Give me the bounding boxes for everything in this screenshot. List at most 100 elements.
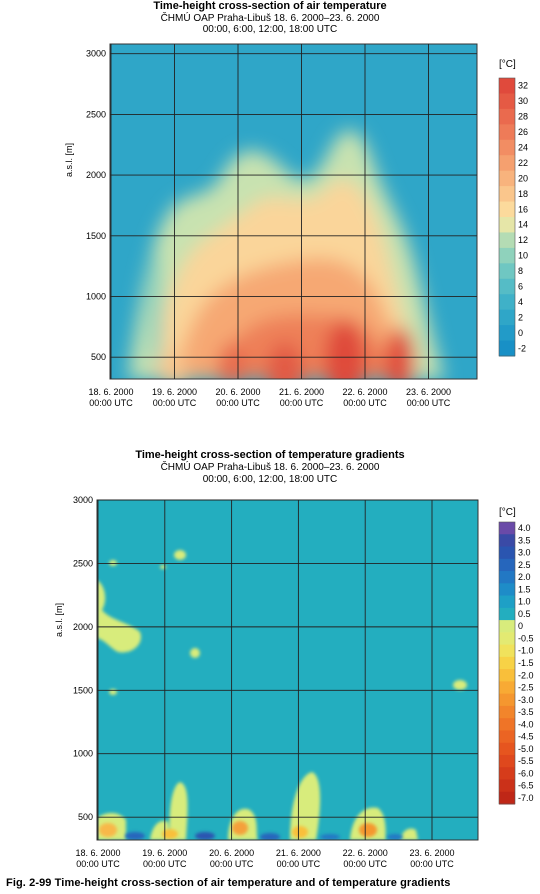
colorbar-level-label: 32 [518,81,528,91]
x-tick-time: 00:00 UTC [343,859,387,869]
x-tick-time: 00:00 UTC [216,398,260,408]
colorbar-level-label: 22 [518,158,528,168]
colorbar-swatch [499,767,515,780]
colorbar-swatch [499,294,515,311]
colorbar-level-label: 4.0 [518,523,531,533]
x-tick-date: 21. 6. 2000 [279,387,324,397]
colorbar-swatch [499,201,515,218]
colorbar-level-label: 18 [518,189,528,199]
colorbar-swatch [499,632,515,646]
y-tick-label: 1000 [86,291,106,301]
colorbar-swatch [499,108,515,125]
x-tick-date: 22. 6. 2000 [343,848,388,858]
x-tick-date: 18. 6. 2000 [88,387,133,397]
x-tick-date: 20. 6. 2000 [209,848,254,858]
y-tick-label: 2500 [73,558,93,568]
colorbar-level-label: -3.5 [518,707,534,717]
gradient-field [97,500,478,840]
colorbar-swatch [499,522,515,535]
colorbar-swatch [499,546,515,560]
x-tick-time: 00:00 UTC [153,398,197,408]
colorbar-swatch [499,278,515,295]
colorbar-swatch [499,170,515,187]
colorbar-level-label: 24 [518,143,528,153]
colorbar-level-label: -2 [518,343,526,353]
colorbar-swatch [499,217,515,233]
colorbar-swatch [499,558,515,572]
chart1-subtitle-1: ČHMÚ OAP Praha-Libuš 18. 6. 2000–23. 6. … [160,13,380,24]
colorbar-level-label: 4 [518,297,523,307]
x-tick-time: 00:00 UTC [89,398,133,408]
colorbar-level-label: -4.5 [518,732,534,742]
x-tick-date: 18. 6. 2000 [75,848,120,858]
colorbar-level-label: 0 [518,621,523,631]
colorbar-level-label: 16 [518,204,528,214]
colorbar-swatch [499,705,515,719]
chart1-subtitle-2: 00:00, 6:00, 12:00, 18:00 UTC [202,24,338,35]
y-tick-label: 500 [78,812,93,822]
colorbar-swatch [499,186,515,203]
colorbar-swatch [499,155,515,172]
chart1-colorbar-unit: [°C] [499,59,516,70]
chart1-y-axis-label: a.s.l. [m] [64,143,74,177]
colorbar-level-label: 20 [518,173,528,183]
colorbar-swatch [499,139,515,156]
x-tick-time: 00:00 UTC [210,859,254,869]
x-tick-time: 00:00 UTC [280,398,324,408]
colorbar-swatch [499,78,515,94]
y-tick-label: 2500 [86,109,106,119]
colorbar-swatch [499,730,515,744]
colorbar-level-label: -7.0 [518,793,534,803]
x-tick-date: 19. 6. 2000 [152,387,197,397]
colorbar-swatch [499,232,515,249]
x-tick-date: 21. 6. 2000 [276,848,321,858]
chart2-grid [97,499,478,840]
colorbar-swatch [499,607,515,621]
colorbar-swatch [499,583,515,597]
colorbar-level-label: 28 [518,112,528,122]
x-tick-date: 20. 6. 2000 [215,387,260,397]
colorbar-swatch [499,340,515,357]
x-tick-date: 23. 6. 2000 [409,848,454,858]
colorbar-swatch [499,534,515,548]
colorbar-level-label: 2 [518,312,523,322]
colorbar-level-label: 14 [518,220,528,230]
colorbar-swatch [499,309,515,326]
colorbar-level-label: -3.0 [518,695,534,705]
y-tick-label: 3000 [73,495,93,505]
colorbar-level-label: -5.5 [518,756,534,766]
colorbar-level-label: -0.5 [518,633,534,643]
chart1-title: Time-height cross-section of air tempera… [153,0,387,12]
colorbar-level-label: 2.0 [518,572,531,582]
colorbar-level-label: 6 [518,282,523,292]
x-tick-date: 23. 6. 2000 [406,387,451,397]
y-tick-label: 1500 [73,685,93,695]
colorbar-swatch [499,571,515,584]
y-tick-label: 2000 [86,170,106,180]
chart2-colorbar: 4.0 3.5 3.0 2.5 2.0 1.5 1.0 0.5 0 -0.5 -1.0 -1.5 -2.… [498,521,534,805]
colorbar-frame [498,77,516,357]
colorbar-level-label: 30 [518,96,528,106]
x-tick-time: 00:00 UTC [410,859,454,869]
y-tick-label: 2000 [73,622,93,632]
colorbar-level-label: 26 [518,127,528,137]
colorbar-swatch [499,693,515,707]
x-tick-time: 00:00 UTC [76,859,120,869]
colorbar-level-label: 2.5 [518,560,531,570]
colorbar-swatch [499,124,515,141]
colorbar-level-label: 0 [518,328,523,338]
colorbar-swatch [499,742,515,756]
colorbar-level-label: 0.5 [518,609,531,619]
colorbar-level-label: -4.0 [518,719,534,729]
colorbar-swatch [499,718,515,731]
y-tick-label: 500 [91,352,106,362]
colorbar-swatch [499,656,515,670]
temperature-field [110,44,477,379]
x-tick-date: 22. 6. 2000 [342,387,387,397]
colorbar-swatch [499,681,515,695]
colorbar-swatch [499,325,515,342]
colorbar-level-label: 12 [518,235,528,245]
y-tick-label: 1000 [73,749,93,759]
